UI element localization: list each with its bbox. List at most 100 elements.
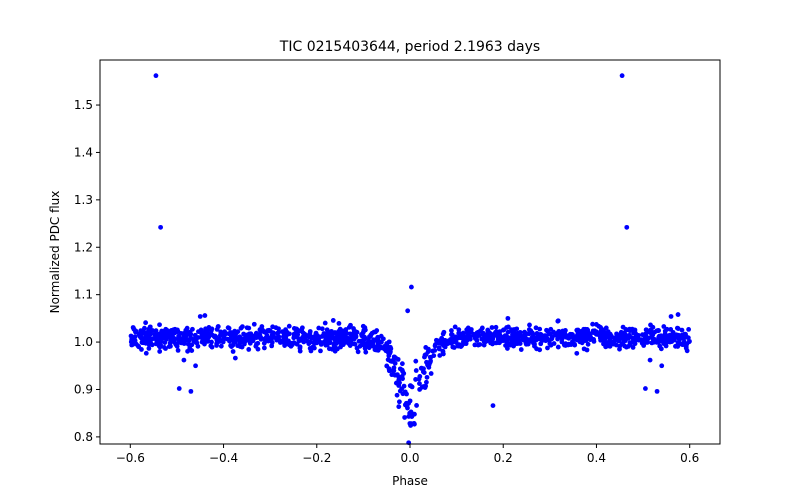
- data-point: [533, 325, 539, 331]
- data-point: [661, 324, 667, 329]
- data-point: [405, 308, 411, 314]
- data-point: [408, 409, 414, 415]
- data-point: [156, 341, 162, 347]
- x-tick-label: −0.4: [209, 451, 238, 465]
- data-point: [282, 343, 288, 348]
- data-point: [232, 337, 238, 342]
- data-point: [673, 343, 678, 349]
- data-point: [318, 339, 323, 345]
- data-point: [347, 343, 353, 348]
- data-point: [244, 325, 250, 331]
- data-point: [371, 329, 377, 335]
- data-point: [185, 341, 191, 347]
- data-point: [505, 335, 511, 340]
- data-point: [593, 322, 599, 327]
- data-point: [157, 349, 163, 354]
- data-point: [574, 350, 580, 356]
- data-point: [543, 333, 549, 339]
- data-point: [535, 334, 541, 339]
- data-point: [493, 324, 499, 330]
- data-point: [422, 385, 428, 390]
- data-point: [489, 325, 495, 330]
- data-point: [581, 346, 587, 352]
- data-point: [538, 337, 544, 343]
- data-point: [629, 339, 635, 345]
- data-point: [322, 320, 328, 326]
- data-point: [449, 328, 454, 333]
- y-tick-label: 1.3: [74, 193, 93, 207]
- data-point: [402, 415, 408, 420]
- data-point: [176, 386, 182, 391]
- data-point: [537, 326, 543, 332]
- data-point: [188, 388, 194, 394]
- data-point: [169, 337, 175, 343]
- data-point: [286, 323, 292, 329]
- data-point: [161, 345, 167, 350]
- data-point: [378, 333, 384, 339]
- data-point: [386, 339, 392, 345]
- data-point: [549, 334, 555, 340]
- data-point: [426, 364, 432, 370]
- data-point: [394, 372, 400, 378]
- data-point: [246, 347, 252, 352]
- data-point: [202, 313, 208, 318]
- data-point: [598, 337, 603, 343]
- data-point: [428, 371, 434, 376]
- data-point: [261, 329, 267, 335]
- y-axis-ticks: 0.8 0.9 1.0 1.1 1.2 1.3 1.4 1.5: [74, 98, 100, 444]
- data-point: [575, 331, 581, 336]
- data-point: [501, 335, 507, 341]
- data-point: [181, 357, 187, 363]
- data-point: [218, 343, 224, 349]
- data-point: [659, 363, 665, 369]
- data-point: [683, 331, 688, 337]
- data-point: [297, 344, 303, 350]
- data-point: [511, 341, 517, 347]
- data-point: [152, 332, 158, 337]
- data-point: [159, 328, 165, 334]
- data-point: [668, 314, 674, 319]
- data-point: [436, 345, 442, 351]
- data-point: [300, 330, 306, 336]
- data-point: [360, 323, 366, 329]
- x-axis-ticks: −0.6 −0.4 −0.2 0.0 0.2 0.4 0.6: [116, 444, 699, 465]
- data-point: [326, 346, 332, 352]
- data-point: [417, 387, 423, 392]
- data-point: [276, 326, 281, 332]
- data-point: [363, 349, 369, 355]
- data-point: [344, 335, 350, 340]
- data-point: [396, 404, 402, 410]
- data-point: [336, 320, 342, 326]
- data-point: [199, 331, 205, 337]
- data-point: [528, 329, 533, 335]
- data-point: [555, 344, 561, 350]
- data-point: [650, 336, 656, 342]
- data-point: [424, 374, 430, 380]
- data-point: [294, 326, 299, 332]
- data-point: [527, 322, 532, 328]
- data-point: [396, 377, 402, 383]
- data-point: [375, 337, 381, 343]
- data-point: [269, 343, 275, 349]
- data-point: [409, 284, 414, 290]
- data-point: [319, 326, 325, 332]
- data-point: [643, 334, 649, 340]
- data-point: [614, 336, 619, 342]
- data-point: [428, 355, 434, 360]
- data-point: [187, 337, 192, 342]
- data-point: [505, 324, 511, 330]
- data-point: [247, 339, 253, 344]
- data-point: [357, 343, 363, 349]
- data-point: [556, 328, 562, 334]
- data-point: [468, 329, 474, 335]
- data-point: [412, 411, 417, 417]
- data-point: [240, 324, 245, 330]
- data-point: [257, 335, 263, 340]
- data-point: [361, 340, 367, 345]
- data-point: [362, 335, 368, 341]
- data-point: [143, 350, 149, 356]
- data-point: [312, 338, 318, 344]
- data-point: [548, 326, 554, 332]
- data-point: [650, 324, 656, 330]
- y-axis-label: Normalized PDC flux: [48, 191, 62, 314]
